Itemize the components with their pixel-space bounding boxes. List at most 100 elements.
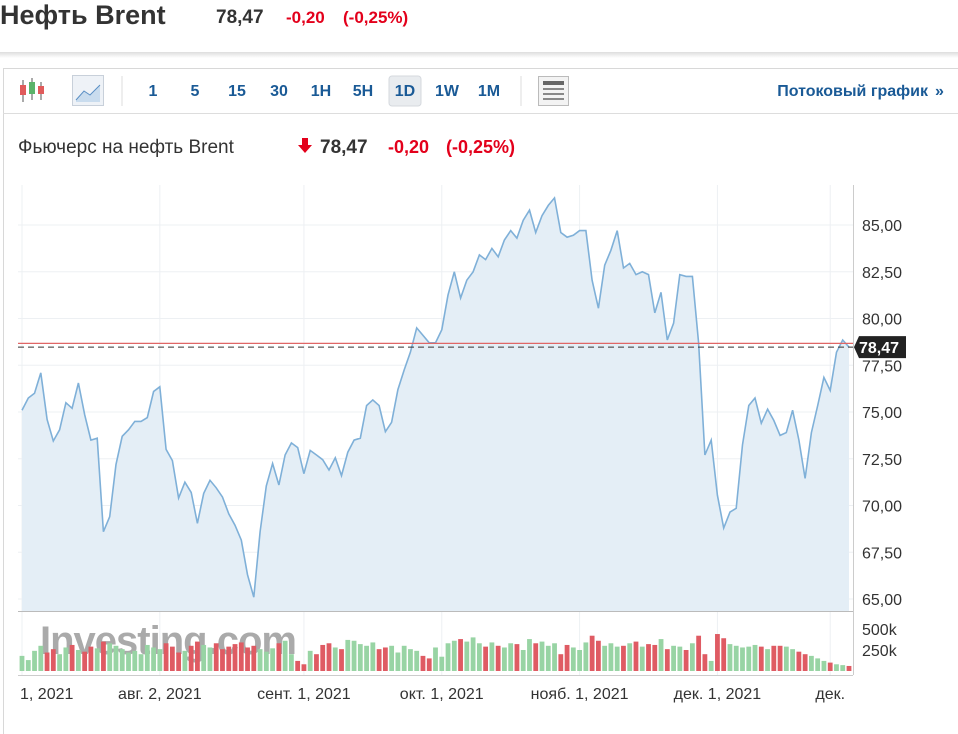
volume-bar	[107, 643, 113, 671]
volume-bar	[771, 645, 777, 671]
volume-bar	[602, 645, 608, 671]
stream-link-arrow[interactable]: »	[935, 83, 944, 100]
volume-bar	[727, 644, 733, 671]
area-icon[interactable]	[72, 75, 104, 106]
y-tick-label: 77,50	[862, 358, 902, 375]
volume-bar	[639, 646, 645, 671]
volume-bar	[508, 643, 514, 671]
volume-bar	[69, 644, 75, 671]
interval-button[interactable]: 5	[191, 83, 200, 100]
volume-bar	[276, 643, 282, 671]
interval-button[interactable]: 1H	[311, 83, 331, 100]
volume-bar	[489, 642, 495, 671]
volume-bar	[796, 651, 802, 671]
interval-button[interactable]: 1D	[395, 83, 415, 100]
volume-bar	[19, 655, 25, 671]
volume-bar	[733, 645, 739, 671]
volume-bar	[101, 641, 106, 671]
interval-button[interactable]: 30	[270, 83, 288, 100]
price-area	[22, 197, 849, 611]
volume-bar	[44, 652, 50, 671]
volume-bar	[238, 642, 244, 671]
volume-bar	[627, 643, 633, 671]
volume-bar	[458, 639, 463, 671]
x-tick-label: дек.	[815, 686, 845, 703]
x-tick-label: 1, 2021	[20, 686, 73, 703]
volume-bar	[746, 646, 752, 671]
volume-bar	[671, 645, 676, 671]
down-arrow	[298, 138, 312, 153]
volume-bar	[75, 649, 81, 671]
volume-tick-label: 250k	[862, 643, 898, 660]
volume-bar	[433, 647, 438, 671]
volume-bar	[188, 645, 194, 671]
stream-link[interactable]: Потоковый график	[777, 83, 929, 100]
y-tick-label: 70,00	[862, 499, 902, 516]
volume-bar	[94, 648, 100, 671]
volume-bar	[207, 647, 213, 671]
interval-button[interactable]: 1W	[435, 83, 460, 100]
volume-bar	[245, 647, 250, 671]
volume-bar	[809, 655, 814, 671]
y-tick-label: 82,50	[862, 265, 902, 282]
volume-bar	[307, 650, 313, 671]
volume-bar	[345, 639, 351, 671]
x-tick-label: окт. 1, 2021	[400, 686, 484, 703]
volume-bar	[445, 643, 451, 671]
interval-selected-bg	[388, 75, 422, 107]
volume-bar	[270, 648, 276, 671]
volume-bar	[570, 647, 576, 671]
volume-bar	[633, 641, 639, 671]
interval-button[interactable]: 1M	[478, 83, 500, 100]
y-tick-label: 85,00	[862, 218, 902, 235]
volume-bar	[740, 647, 745, 671]
volume-bar	[608, 643, 614, 671]
volume-bar	[783, 646, 789, 671]
volume-bar	[790, 649, 796, 671]
volume-bar	[226, 646, 232, 671]
volume-bar	[558, 654, 564, 671]
volume-bar	[357, 644, 363, 671]
volume-bar	[827, 662, 833, 671]
candle-icon[interactable]	[20, 78, 44, 102]
volume-bar	[201, 644, 207, 671]
x-tick-label: авг. 2, 2021	[118, 686, 202, 703]
interval-button[interactable]: 15	[228, 83, 246, 100]
interval-button[interactable]: 5H	[353, 83, 373, 100]
volume-bar	[646, 644, 651, 671]
volume-bar	[495, 645, 501, 671]
volume-bar	[32, 650, 37, 671]
volume-bar	[802, 654, 808, 671]
volume-bar	[282, 640, 288, 671]
volume-bar	[332, 647, 338, 671]
volume-bar	[696, 635, 702, 671]
volume-bar	[752, 644, 758, 671]
volume-bar	[132, 650, 138, 671]
volume-bar	[144, 644, 150, 671]
volume-bar	[539, 641, 545, 671]
x-tick-label: нояб. 1, 2021	[531, 686, 629, 703]
price: 78,47	[216, 7, 264, 28]
volume-bar	[88, 646, 94, 671]
interval-button[interactable]: 1	[149, 83, 158, 100]
volume-bar	[476, 643, 482, 671]
instrument-title: Фьючерс на нефть Brent	[18, 137, 235, 158]
volume-bar	[50, 649, 56, 671]
table-icon[interactable]	[538, 76, 569, 106]
volume-bar	[721, 638, 727, 671]
volume-bar	[545, 645, 551, 671]
volume-bar	[414, 650, 420, 671]
plot: Investing.com65,0067,5070,0072,5075,0077…	[18, 185, 906, 703]
volume-bar	[57, 654, 62, 671]
x-tick-label: дек. 1, 2021	[674, 686, 762, 703]
instrument-change: -0,20	[388, 137, 429, 157]
y-tick-label: 67,50	[862, 545, 902, 562]
y-tick-label: 65,00	[862, 592, 902, 609]
volume-bar	[564, 644, 570, 671]
volume-bar	[777, 645, 783, 671]
volume-tick-label: 500k	[862, 622, 898, 639]
widget-frame	[3, 68, 958, 734]
volume-bar	[846, 665, 852, 671]
y-tick-label: 80,00	[862, 312, 902, 329]
